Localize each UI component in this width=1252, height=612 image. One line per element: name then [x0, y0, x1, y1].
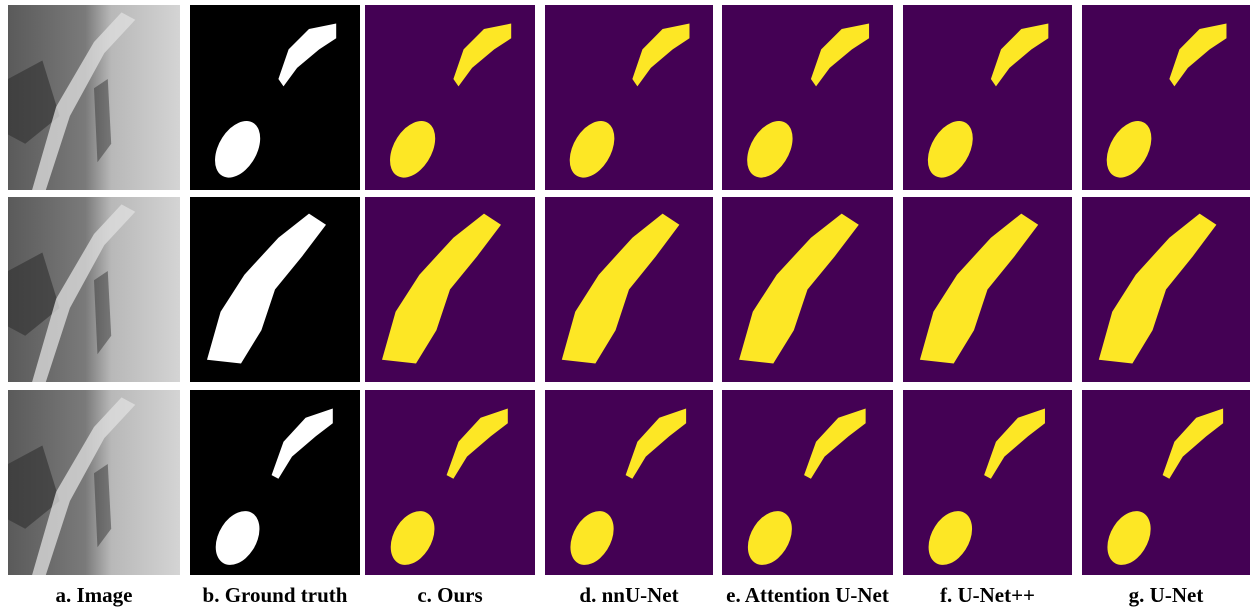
mask-background — [365, 390, 535, 575]
input-image — [8, 197, 180, 382]
mask-background — [190, 390, 360, 575]
prediction-mask — [545, 5, 713, 190]
caption: e. Attention U-Net — [708, 583, 908, 608]
prediction-mask — [365, 390, 535, 575]
prediction-mask — [365, 5, 535, 190]
ground-truth-mask — [190, 197, 360, 382]
mask-background — [722, 390, 893, 575]
prediction-mask — [903, 390, 1072, 575]
input-image — [8, 390, 180, 575]
figure: a. Imageb. Ground truthc. Oursd. nnU-Net… — [0, 0, 1252, 612]
prediction-mask — [365, 197, 535, 382]
prediction-mask — [1082, 5, 1250, 190]
prediction-mask — [903, 5, 1072, 190]
caption: d. nnU-Net — [529, 583, 729, 608]
prediction-mask — [545, 197, 713, 382]
mask-background — [903, 390, 1072, 575]
prediction-mask — [1082, 197, 1250, 382]
ground-truth-mask — [190, 5, 360, 190]
prediction-mask — [545, 390, 713, 575]
caption: b. Ground truth — [175, 583, 375, 608]
prediction-mask — [722, 197, 893, 382]
mask-background — [1082, 390, 1250, 575]
mask-background — [545, 390, 713, 575]
ground-truth-mask — [190, 390, 360, 575]
caption: a. Image — [0, 583, 194, 608]
prediction-mask — [1082, 390, 1250, 575]
input-image — [8, 5, 180, 190]
caption: g. U-Net — [1066, 583, 1252, 608]
prediction-mask — [722, 5, 893, 190]
caption: f. U-Net++ — [888, 583, 1088, 608]
caption: c. Ours — [350, 583, 550, 608]
prediction-mask — [722, 390, 893, 575]
prediction-mask — [903, 197, 1072, 382]
